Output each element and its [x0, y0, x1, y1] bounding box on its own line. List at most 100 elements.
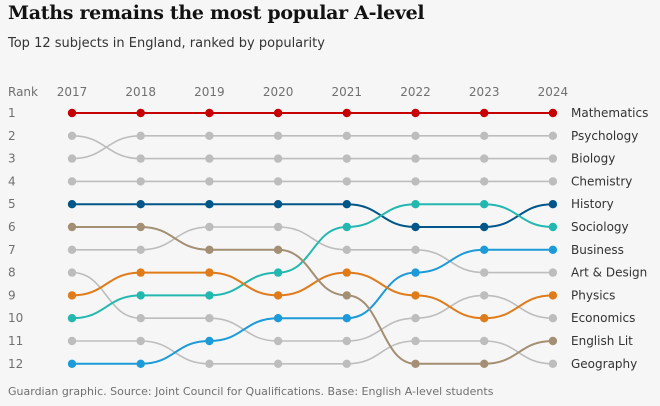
point-english-lit-2024: [548, 336, 558, 346]
point-mathematics-2020: [273, 108, 283, 118]
point-art-design-2017: [67, 245, 77, 254]
series-line-art-design: [72, 226, 553, 274]
point-chemistry-2023: [480, 177, 489, 186]
series-label-chemistry: Chemistry: [571, 174, 632, 188]
year-tick-2024: 2024: [538, 85, 569, 99]
point-biology-2017: [67, 131, 77, 140]
point-mathematics-2024: [548, 108, 558, 118]
point-mathematics-2018: [136, 108, 145, 118]
point-sociology-2018: [136, 291, 145, 300]
point-biology-2022: [411, 154, 420, 163]
point-geography-2017: [67, 336, 77, 346]
rank-tick-10: 10: [8, 311, 23, 325]
point-business-2019: [205, 336, 214, 346]
point-chemistry-2022: [411, 177, 420, 186]
point-geography-2022: [411, 336, 420, 346]
point-psychology-2019: [205, 131, 214, 140]
point-chemistry-2019: [205, 177, 214, 186]
point-business-2021: [342, 314, 351, 323]
point-history-2021: [342, 200, 351, 209]
point-biology-2018: [136, 154, 145, 163]
series-line-history: [72, 203, 553, 229]
point-physics-2023: [480, 314, 489, 323]
chart-title: Maths remains the most popular A-level: [8, 2, 425, 24]
rank-tick-9: 9: [8, 288, 16, 302]
point-biology-2021: [342, 154, 351, 163]
rank-tick-8: 8: [8, 266, 16, 280]
point-business-2023: [480, 245, 489, 254]
point-art-design-2020: [273, 222, 283, 232]
point-art-design-2024: [548, 268, 558, 277]
chart-subtitle: Top 12 subjects in England, ranked by po…: [8, 36, 325, 51]
point-history-2023: [480, 222, 489, 232]
point-sociology-2022: [411, 200, 420, 209]
series-line-sociology: [71, 203, 553, 320]
point-business-2024: [548, 245, 558, 254]
series-line-physics: [71, 271, 553, 320]
point-art-design-2019: [205, 222, 214, 232]
series-label-history: History: [571, 197, 614, 211]
point-geography-2018: [136, 336, 145, 346]
point-chemistry-2018: [136, 177, 145, 186]
point-history-2024: [548, 200, 558, 209]
point-economics-2020: [273, 336, 283, 346]
point-sociology-2024: [548, 222, 558, 232]
point-geography-2019: [205, 359, 214, 368]
point-mathematics-2021: [342, 108, 351, 118]
point-biology-2023: [480, 154, 489, 163]
point-english-lit-2021: [342, 291, 351, 300]
point-physics-2017: [67, 291, 77, 300]
point-chemistry-2024: [548, 177, 558, 186]
year-tick-2022: 2022: [400, 85, 431, 99]
series-label-sociology: Sociology: [571, 220, 629, 234]
series-line-biology: [71, 135, 553, 160]
point-physics-2019: [205, 268, 214, 277]
point-sociology-2020: [273, 268, 283, 277]
year-tick-2021: 2021: [332, 85, 363, 99]
point-mathematics-2017: [67, 108, 77, 118]
point-biology-2020: [273, 154, 283, 163]
point-mathematics-2019: [205, 108, 214, 118]
point-physics-2021: [342, 268, 351, 277]
point-mathematics-2023: [480, 108, 489, 118]
point-english-lit-2020: [273, 245, 283, 254]
source-note: Guardian graphic. Source: Joint Council …: [8, 385, 494, 398]
point-geography-2023: [480, 336, 489, 346]
year-tick-2017: 2017: [57, 85, 88, 99]
point-art-design-2021: [342, 245, 351, 254]
point-economics-2023: [480, 291, 489, 300]
point-economics-2019: [205, 314, 214, 323]
point-business-2017: [67, 359, 77, 368]
point-chemistry-2020: [273, 177, 283, 186]
rank-axis-label: Rank: [8, 85, 38, 99]
point-geography-2021: [342, 359, 351, 368]
rank-tick-4: 4: [8, 174, 16, 188]
point-economics-2024: [548, 314, 558, 323]
point-psychology-2017: [67, 154, 77, 163]
point-business-2018: [136, 359, 145, 368]
point-art-design-2022: [411, 245, 420, 254]
point-psychology-2023: [480, 131, 489, 140]
point-history-2020: [273, 200, 283, 209]
point-history-2018: [136, 200, 145, 209]
rank-tick-11: 11: [8, 334, 23, 348]
year-tick-2020: 2020: [263, 85, 294, 99]
series-line-psychology: [71, 134, 553, 160]
series-label-mathematics: Mathematics: [571, 106, 648, 120]
rank-tick-12: 12: [8, 357, 23, 371]
rank-tick-5: 5: [8, 197, 16, 211]
series-label-economics: Economics: [571, 311, 635, 325]
point-psychology-2024: [548, 131, 558, 140]
point-english-lit-2018: [136, 222, 145, 232]
year-tick-2023: 2023: [469, 85, 500, 99]
point-english-lit-2017: [67, 222, 77, 232]
rank-tick-6: 6: [8, 220, 16, 234]
series-label-biology: Biology: [571, 152, 615, 166]
series-line-geography: [71, 340, 553, 365]
point-economics-2021: [342, 336, 351, 346]
point-english-lit-2023: [480, 359, 489, 368]
point-economics-2017: [67, 268, 77, 277]
point-history-2019: [205, 200, 214, 209]
point-art-design-2018: [136, 245, 145, 254]
